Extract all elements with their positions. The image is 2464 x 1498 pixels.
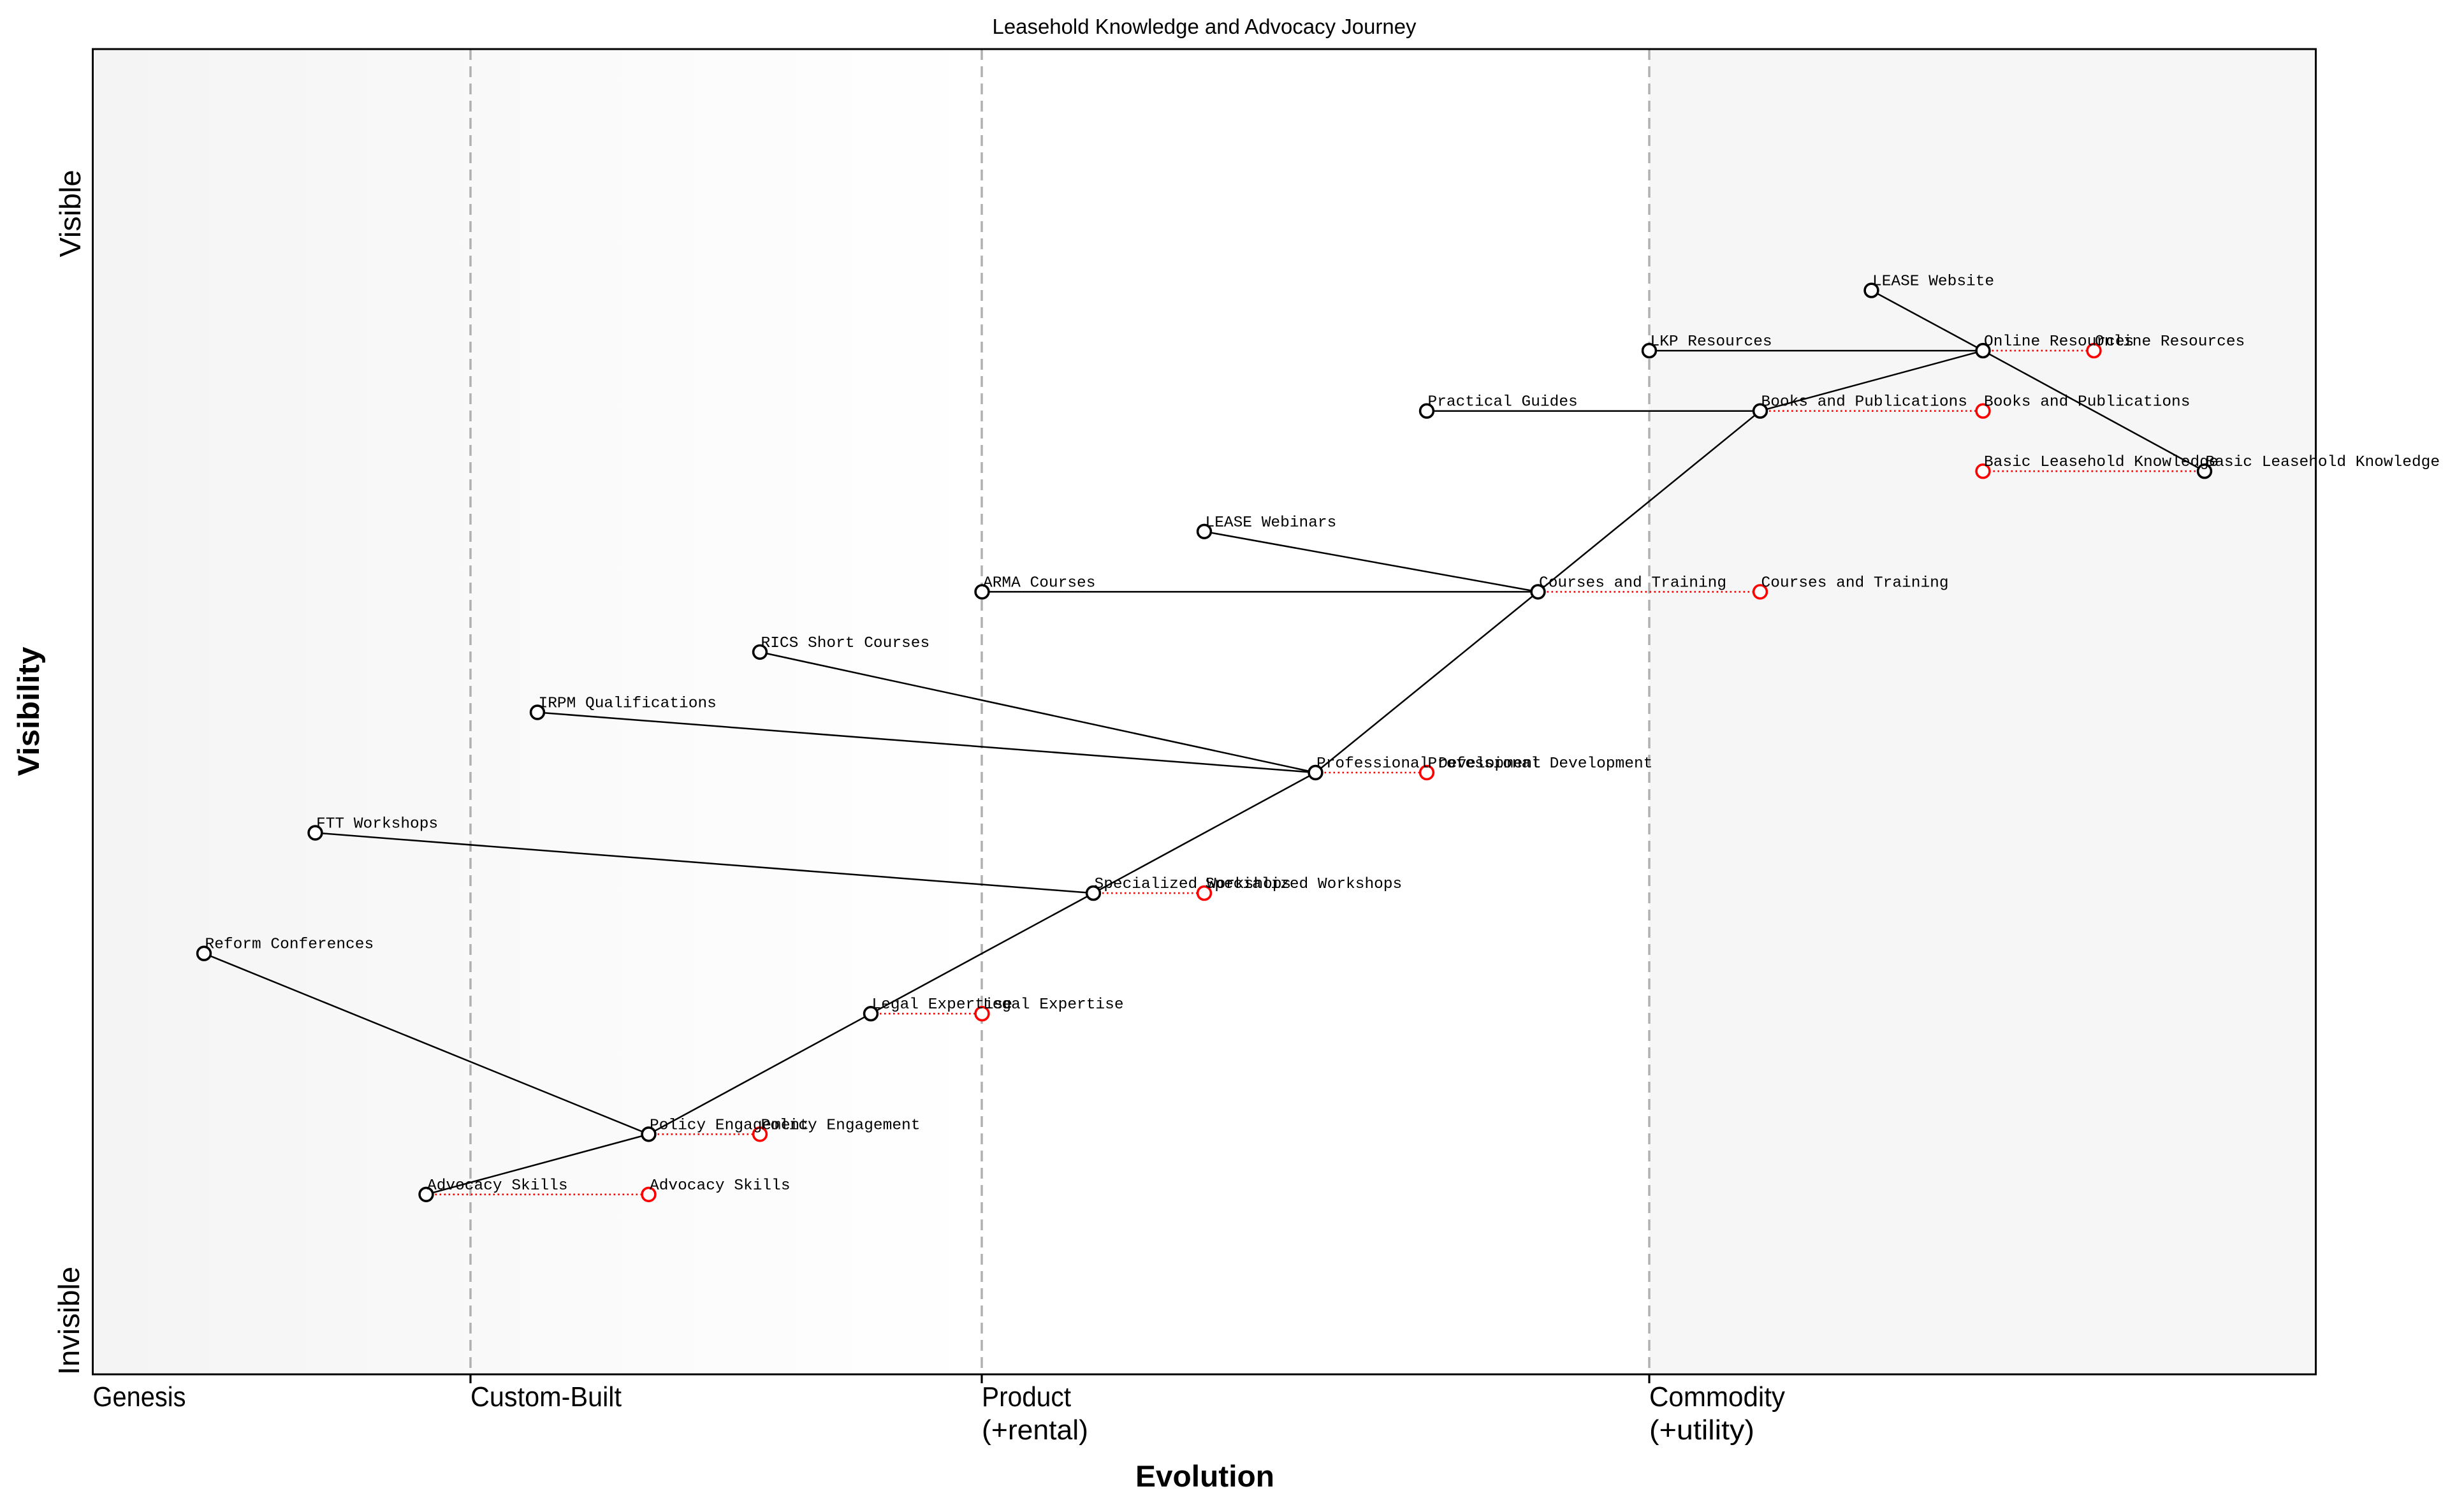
svg-text:Online Resources: Online Resources xyxy=(2095,333,2245,351)
svg-text:Advocacy Skills: Advocacy Skills xyxy=(427,1177,568,1195)
svg-text:(+utility): (+utility) xyxy=(1649,1414,1754,1446)
svg-text:Policy Engagement: Policy Engagement xyxy=(761,1117,921,1134)
svg-text:Specialized Workshops: Specialized Workshops xyxy=(1095,876,1292,893)
svg-text:Basic Leasehold Knowledge: Basic Leasehold Knowledge xyxy=(2206,454,2440,471)
svg-text:Books and Publications: Books and Publications xyxy=(1761,394,1967,411)
svg-text:ARMA Courses: ARMA Courses xyxy=(983,574,1095,592)
svg-text:Invisible: Invisible xyxy=(52,1267,85,1375)
svg-text:Advocacy Skills: Advocacy Skills xyxy=(650,1177,791,1195)
svg-text:Professional Development: Professional Development xyxy=(1428,755,1653,773)
svg-text:Reform Conferences: Reform Conferences xyxy=(205,936,374,954)
svg-text:Visibility: Visibility xyxy=(11,647,45,776)
svg-text:RICS Short Courses: RICS Short Courses xyxy=(761,635,930,652)
svg-text:Commodity: Commodity xyxy=(1649,1381,1785,1413)
svg-text:Courses and Training: Courses and Training xyxy=(1539,574,1726,592)
svg-text:IRPM Qualifications: IRPM Qualifications xyxy=(539,695,717,713)
svg-text:Professional Development: Professional Development xyxy=(1316,755,1542,773)
svg-text:Books and Publications: Books and Publications xyxy=(1984,394,2190,411)
svg-text:LEASE Website: LEASE Website xyxy=(1872,273,1994,291)
svg-text:Custom-Built: Custom-Built xyxy=(470,1381,622,1413)
svg-text:Practical Guides: Practical Guides xyxy=(1428,394,1578,411)
svg-text:LKP Resources: LKP Resources xyxy=(1651,333,1772,351)
svg-text:Legal Expertise: Legal Expertise xyxy=(872,996,1013,1014)
svg-text:FTT Workshops: FTT Workshops xyxy=(316,816,438,833)
svg-text:Courses and Training: Courses and Training xyxy=(1761,574,1949,592)
svg-text:Evolution: Evolution xyxy=(1135,1459,1274,1493)
svg-text:Product: Product xyxy=(982,1381,1071,1413)
svg-text:(+rental): (+rental) xyxy=(982,1414,1088,1446)
svg-text:Basic Leasehold Knowledge: Basic Leasehold Knowledge xyxy=(1984,454,2219,471)
svg-text:Specialized Workshops: Specialized Workshops xyxy=(1206,876,1403,893)
svg-text:Genesis: Genesis xyxy=(93,1381,186,1413)
svg-text:Online Resources: Online Resources xyxy=(1984,333,2134,351)
svg-text:Leasehold Knowledge and Advoca: Leasehold Knowledge and Advocacy Journey xyxy=(993,15,1417,39)
svg-text:Visible: Visible xyxy=(54,170,87,258)
svg-text:Policy Engagement: Policy Engagement xyxy=(650,1117,809,1134)
svg-text:LEASE Webinars: LEASE Webinars xyxy=(1206,514,1337,532)
svg-text:Legal Expertise: Legal Expertise xyxy=(983,996,1124,1014)
